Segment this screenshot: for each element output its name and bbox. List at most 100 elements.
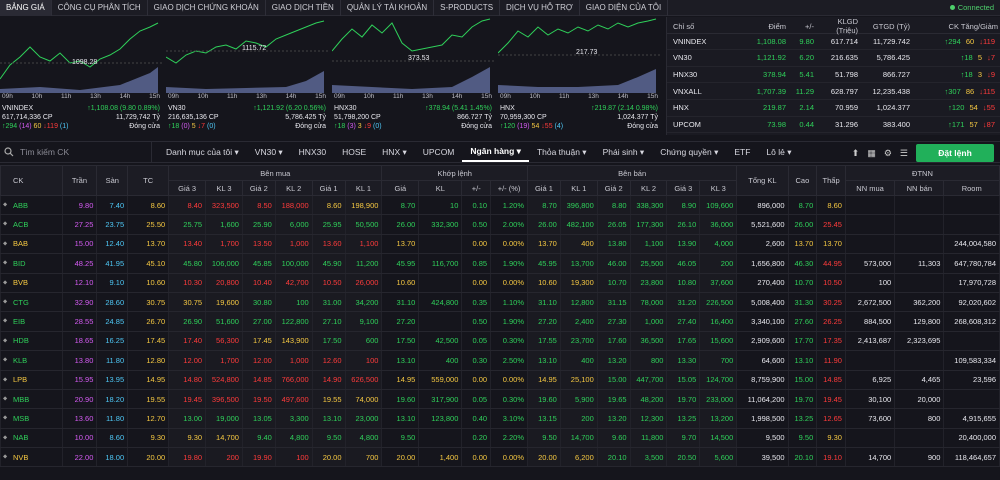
tab-5[interactable]: UPCOM	[422, 147, 455, 157]
index-row[interactable]: UPCOM 73.98 0.44 31.296 383.400 ↑171 57 ↓87	[667, 117, 1000, 134]
col-total-vol[interactable]: Tổng KL	[736, 165, 789, 196]
pin-icon[interactable]: ⬥	[3, 202, 8, 208]
pin-icon[interactable]: ⬥	[3, 337, 8, 344]
pin-icon[interactable]: ⬥	[3, 454, 8, 461]
nav-item-support[interactable]: DỊCH VỤ HỖ TRỢ	[500, 0, 580, 16]
col-san[interactable]: Sàn	[96, 165, 129, 196]
nav-item-s-products[interactable]: S-PRODUCTS	[434, 0, 501, 16]
index-row[interactable]: VNXALL 1,707.39 11.29 628.797 12,235.438 ↑307…	[667, 83, 1000, 100]
table-row[interactable]: ⬥ BAB 15.00 12.40 13.70 13.40 1,700 13.50 1,000 1…	[0, 234, 1000, 255]
index-row[interactable]: VNINDEX 1,108.08 9.80 617.714 11,729.742 ↑294…	[667, 34, 1000, 51]
pin-icon[interactable]: ⬥	[3, 434, 8, 441]
tab-1[interactable]: VN30 ▾	[254, 146, 283, 157]
nav-item-account[interactable]: QUẢN LÝ TÀI KHOẢN	[341, 0, 435, 16]
pin-icon[interactable]: ⬥	[3, 221, 8, 228]
index-row[interactable]: HNX 219.87 2.14 70.959 1,024.377 ↑120 54 ↓55	[667, 100, 1000, 117]
pin-icon[interactable]: ⬥	[3, 298, 8, 305]
chart-vn30[interactable]: 1115.72	[166, 17, 328, 135]
table-row[interactable]: ⬥ LPB 15.95 13.95 14.95 14.80 524,800 14.85 766,…	[0, 370, 1000, 390]
table-row[interactable]: ⬥ ACB 27.25 23.75 25.50 25.75 1,600 25.90 6,000 2…	[0, 214, 1000, 235]
col-7[interactable]: KL 2	[274, 180, 313, 196]
col-low[interactable]: Thấp	[816, 165, 846, 196]
cell-value: 396,500	[211, 394, 239, 404]
cell-value: 20.90	[74, 394, 94, 404]
col-15[interactable]: KL 1	[559, 180, 598, 196]
cell: 13.15	[527, 408, 561, 429]
tab-8[interactable]: Phái sinh ▾	[602, 146, 645, 157]
col-9[interactable]: KL 1	[344, 180, 383, 196]
nav-item-my-interface[interactable]: GIAO DIỆN CỦA TÔI	[580, 0, 669, 16]
col-12[interactable]: +/-	[461, 180, 492, 196]
col-ck[interactable]: CK	[0, 165, 63, 196]
cell: 39,500	[736, 447, 789, 468]
menu-icon[interactable]: ☰	[899, 147, 908, 158]
nav-item-cash-trading[interactable]: GIAO DỊCH TIỀN	[266, 0, 341, 16]
table-row[interactable]: ⬥ MBB 20.90 18.20 19.55 19.45 396,500 19.50 497,…	[0, 389, 1000, 410]
table-row[interactable]: ⬥ KLB 13.80 11.80 12.80 12.00 1,700 12.00 1,000 1…	[0, 350, 1000, 371]
pin-icon[interactable]: ⬥	[3, 395, 8, 402]
table-row[interactable]: ⬥ NVB 22.00 18.00 20.00 19.80 200 19.90 100 20.00…	[0, 447, 1000, 468]
cell: 100	[274, 292, 313, 313]
col-8[interactable]: Giá 1	[311, 180, 346, 196]
col-23[interactable]: NN mua	[844, 180, 896, 196]
nav-item-stock-trading[interactable]: GIAO DỊCH CHỨNG KHOÁN	[148, 0, 266, 16]
col-4[interactable]: Giá 3	[168, 180, 207, 196]
col-14[interactable]: Giá 1	[527, 180, 561, 196]
tab-11[interactable]: Lô lẻ ▾	[766, 146, 792, 157]
col-11[interactable]: KL	[418, 180, 463, 196]
table-row[interactable]: ⬥ ABB 9.80 7.40 8.60 8.40 323,500 8.50 188,000 8.…	[0, 195, 1000, 216]
pin-icon[interactable]: ⬥	[3, 279, 8, 286]
table-row[interactable]: ⬥ BID 48.25 41.95 45.10 45.80 106,000 45.85 100,…	[0, 253, 1000, 274]
pin-icon[interactable]: ⬥	[3, 318, 8, 325]
col-17[interactable]: KL 2	[629, 180, 668, 196]
table-row[interactable]: ⬥ HDB 18.65 16.25 17.45 17.40 56,300 17.45 143,9…	[0, 331, 1000, 352]
tab-10[interactable]: ETF	[734, 147, 751, 157]
table-row[interactable]: ⬥ CTG 32.90 28.60 30.75 30.75 19,600 30.80 100 31…	[0, 292, 1000, 313]
nav-item-bang-gia[interactable]: BẢNG GIÁ	[0, 0, 52, 16]
col-13[interactable]: +/- (%)	[490, 180, 529, 196]
cell-value: 2,909,600	[751, 336, 785, 346]
col-25[interactable]: Room	[943, 180, 1000, 196]
pin-icon[interactable]: ⬥	[3, 240, 8, 247]
col-6[interactable]: Giá 2	[241, 180, 276, 196]
pin-icon[interactable]: ⬥	[3, 415, 8, 422]
pin-icon[interactable]: ⬥	[3, 357, 8, 364]
table-row[interactable]: ⬥ EIB 28.55 24.85 26.70 26.90 51,600 27.00 122,8…	[0, 311, 1000, 332]
gear-icon[interactable]: ⚙	[883, 147, 892, 158]
tab-4[interactable]: HNX ▾	[382, 146, 407, 157]
nav-item-analysis[interactable]: CÔNG CỤ PHÂN TÍCH	[52, 0, 148, 16]
tab-9[interactable]: Chứng quyền ▾	[660, 146, 719, 157]
cell-value: 13.10	[396, 413, 416, 423]
col-16[interactable]: Giá 2	[596, 180, 631, 196]
table-row[interactable]: ⬥ NAB 10.00 8.60 9.30 9.30 14,700 9.40 4,800 9.50…	[0, 428, 1000, 449]
index-row[interactable]: VN30 1,121.92 6.20 216.635 5,786.425 ↑18 5 ↓7	[667, 50, 1000, 67]
search-box[interactable]: Tìm kiếm CK	[0, 141, 152, 163]
upload-icon[interactable]: ⬆	[851, 147, 860, 158]
search-input[interactable]: Tìm kiếm CK	[20, 147, 70, 157]
tab-2[interactable]: HNX30	[298, 147, 327, 157]
col-10[interactable]: Giá	[381, 180, 420, 196]
col-24[interactable]: NN bán	[894, 180, 945, 196]
place-order-button[interactable]: Đặt lệnh	[916, 144, 994, 162]
col-tc[interactable]: TC	[127, 165, 170, 196]
pin-icon[interactable]: ⬥	[3, 376, 8, 383]
col-5[interactable]: KL 3	[205, 180, 243, 196]
cell: 626,500	[344, 370, 383, 390]
index-row[interactable]: HNX30 378.94 5.41 51.798 866.727 ↑18 3 ↓9	[667, 67, 1000, 84]
pin-icon[interactable]: ⬥	[3, 260, 8, 267]
table-icon[interactable]: ▦	[867, 147, 876, 158]
tab-0[interactable]: Danh mục của tôi ▾	[166, 146, 239, 157]
tab-3[interactable]: HOSE	[342, 147, 367, 157]
chart-hnx30[interactable]: 373.53	[332, 17, 494, 135]
col-tran[interactable]: Trần	[61, 165, 98, 196]
tab-6[interactable]: Ngân hàng ▾	[462, 142, 529, 162]
col-high[interactable]: Cao	[787, 165, 818, 196]
cell: 16,400	[699, 311, 738, 332]
table-row[interactable]: ⬥ MSB 13.60 11.80 12.70 13.00 19,000 13.05 3,300…	[0, 408, 1000, 429]
tab-7[interactable]: Thỏa thuận ▾	[536, 146, 587, 157]
table-row[interactable]: ⬥ BVB 12.10 9.10 10.60 10.30 20,800 10.40 42,700…	[0, 273, 1000, 293]
chart-vnindex[interactable]: 1098.28	[0, 17, 162, 135]
col-19[interactable]: KL 3	[699, 180, 738, 196]
col-18[interactable]: Giá 3	[666, 180, 701, 196]
chart-hnx[interactable]: 217.73	[498, 17, 660, 135]
